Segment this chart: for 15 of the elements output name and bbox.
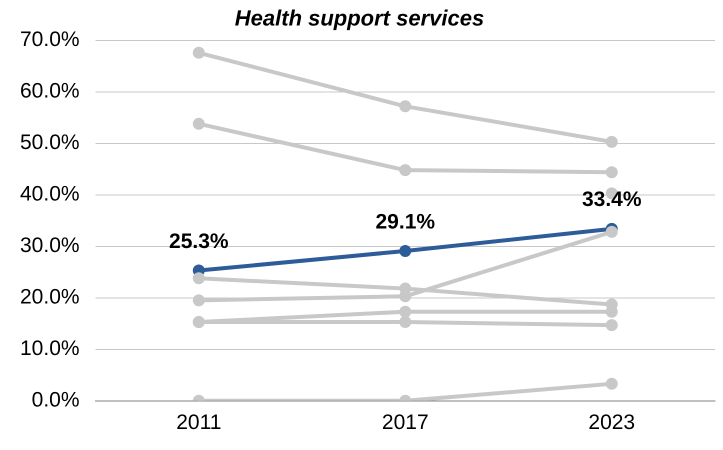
y-tick-label: 40.0% — [20, 182, 80, 206]
y-tick-label: 0.0% — [32, 388, 80, 412]
y-tick-label: 20.0% — [20, 286, 80, 309]
x-tick-label: 2023 — [588, 411, 636, 434]
x-tick-label: 2011 — [176, 411, 222, 434]
data-label: 33.4% — [582, 188, 642, 212]
y-tick-label: 30.0% — [20, 234, 80, 258]
y-tick-label: 60.0% — [20, 80, 80, 103]
y-tick-label: 70.0% — [20, 28, 80, 52]
chart-title: Health support services — [234, 5, 484, 30]
x-tick-label: 2017 — [382, 411, 429, 434]
y-tick-label: 10.0% — [20, 337, 80, 360]
data-label: 25.3% — [169, 230, 229, 253]
data-label: 29.1% — [376, 210, 436, 234]
y-tick-label: 50.0% — [20, 131, 80, 154]
